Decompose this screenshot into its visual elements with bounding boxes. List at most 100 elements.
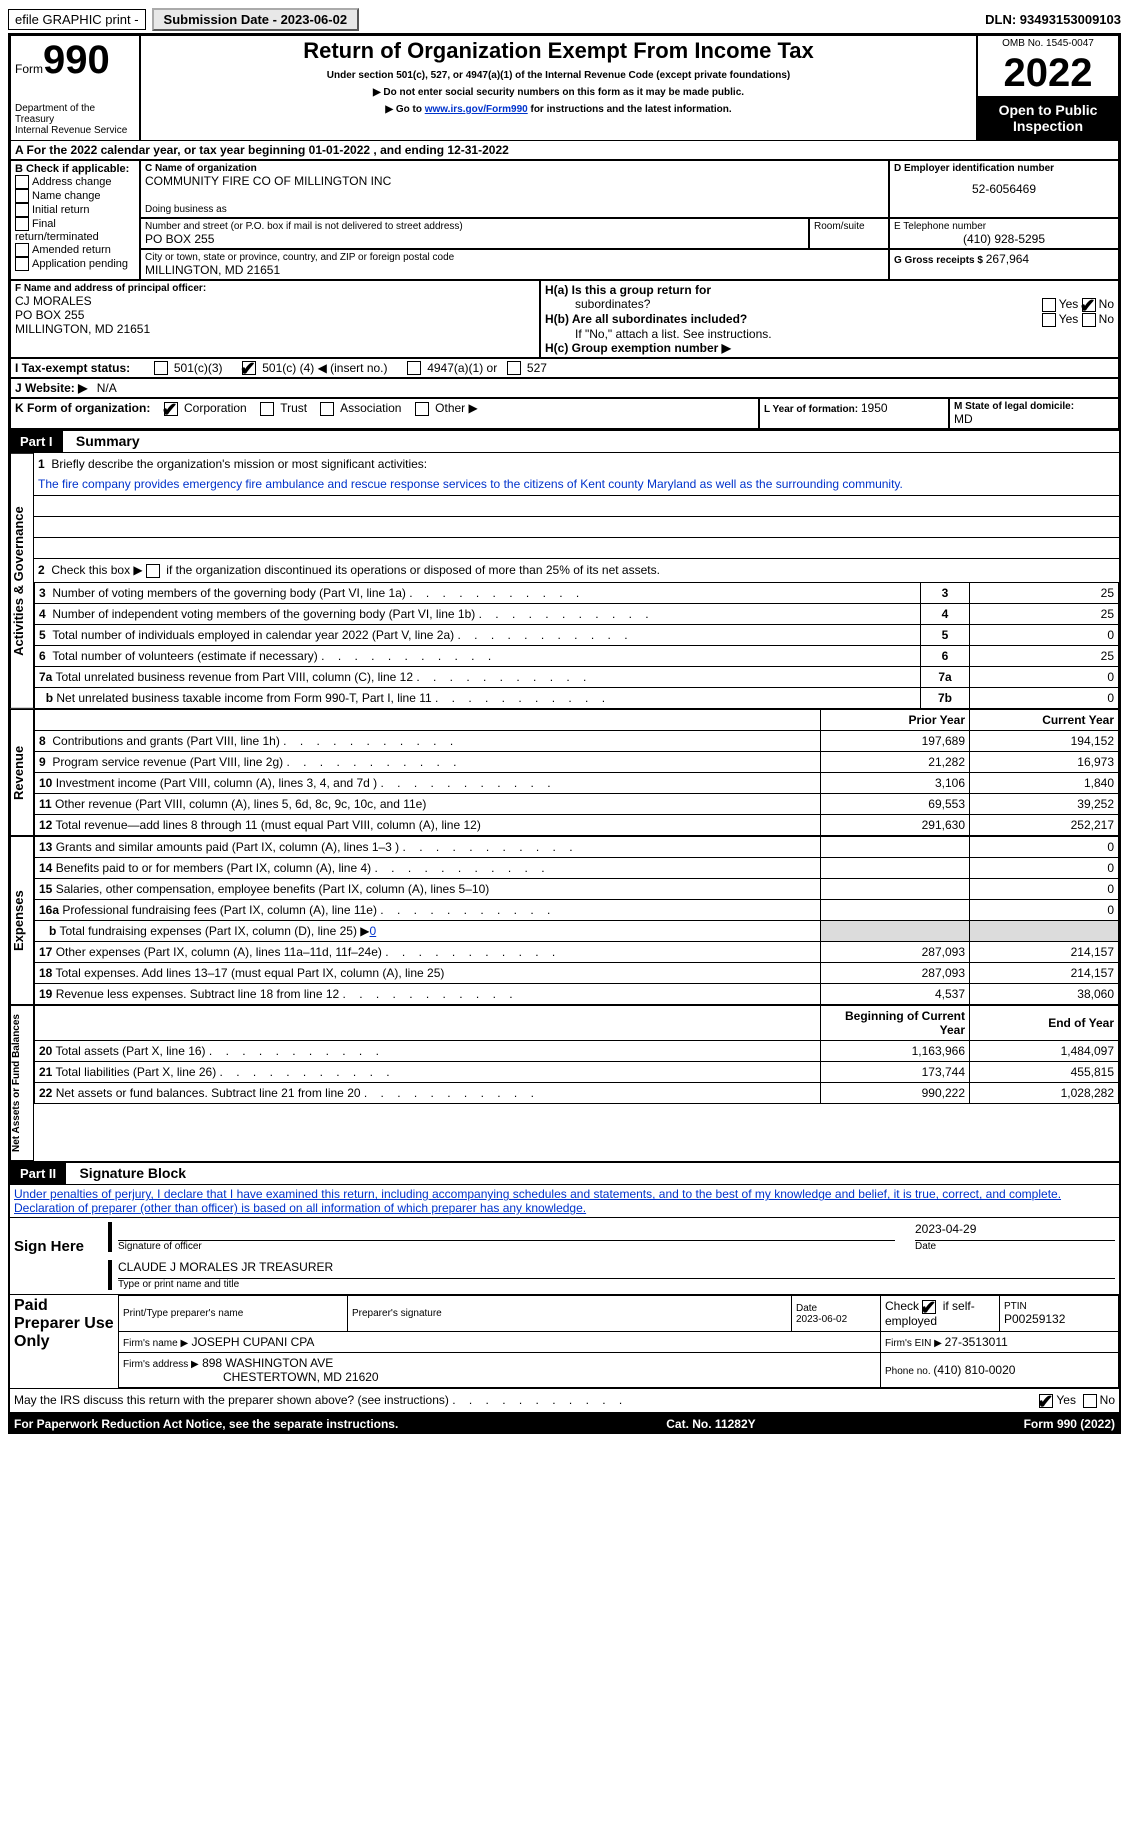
prep-date-label: Date	[796, 1303, 876, 1314]
org-name: COMMUNITY FIRE CO OF MILLINGTON INC	[145, 174, 884, 188]
q7a: Total unrelated business revenue from Pa…	[55, 670, 586, 684]
cb-self[interactable]	[922, 1300, 936, 1314]
j-label: J Website: ▶	[15, 381, 87, 395]
cb-final[interactable]	[15, 217, 29, 231]
cb-other[interactable]	[415, 402, 429, 416]
e16b-val[interactable]: 0	[370, 924, 377, 938]
firm-addr2: CHESTERTOWN, MD 21620	[223, 1370, 379, 1384]
i3: 4947(a)(1) or	[427, 361, 497, 375]
cb-pending[interactable]	[15, 257, 29, 271]
cb-discontinued[interactable]	[146, 564, 160, 578]
k1: Corporation	[184, 401, 247, 415]
no1: No	[1099, 297, 1114, 311]
firm-ein: 27-3513011	[945, 1335, 1008, 1349]
b6: Application pending	[32, 258, 128, 270]
v11c: 39,252	[970, 794, 1119, 815]
v17c: 214,157	[970, 942, 1119, 963]
firm-name: JOSEPH CUPANI CPA	[192, 1335, 315, 1349]
cb-501c3[interactable]	[154, 361, 168, 375]
hb1: H(b) Are all subordinates included?	[545, 312, 747, 327]
k-label: K Form of organization:	[15, 401, 150, 415]
vlabel-net: Net Assets or Fund Balances	[10, 1005, 34, 1161]
v14c: 0	[970, 858, 1119, 879]
g-label: G Gross receipts $	[894, 255, 986, 266]
v14p	[821, 858, 970, 879]
hc: H(c) Group exemption number ▶	[545, 341, 1114, 355]
vlabel-exp: Expenses	[10, 836, 34, 1005]
begin-hdr: Beginning of Current Year	[821, 1006, 970, 1041]
v13c: 0	[970, 837, 1119, 858]
v12p: 291,630	[821, 815, 970, 836]
dba-label: Doing business as	[145, 204, 884, 215]
f-addr1: PO BOX 255	[15, 308, 535, 322]
n22: Net assets or fund balances. Subtract li…	[56, 1086, 534, 1100]
cb-corp[interactable]	[164, 402, 178, 416]
vlabel-rev: Revenue	[10, 709, 34, 836]
ptin-label: PTIN	[1004, 1301, 1114, 1312]
e18: Total expenses. Add lines 13–17 (must eq…	[55, 966, 444, 980]
note2-pre: ▶ Go to	[385, 104, 424, 115]
current-hdr: Current Year	[970, 710, 1119, 731]
q7b: Net unrelated business taxable income fr…	[56, 691, 605, 705]
v11p: 69,553	[821, 794, 970, 815]
cb-discuss-no[interactable]	[1083, 1394, 1097, 1408]
b3: Initial return	[32, 204, 89, 216]
form-footer: Form 990 (2022)	[1024, 1417, 1115, 1431]
v19c: 38,060	[970, 984, 1119, 1005]
cb-initial[interactable]	[15, 203, 29, 217]
cb-trust[interactable]	[260, 402, 274, 416]
cb-amended[interactable]	[15, 243, 29, 257]
may-discuss: May the IRS discuss this return with the…	[14, 1393, 622, 1408]
cb-hb-no[interactable]	[1082, 313, 1096, 327]
mission: The fire company provides emergency fire…	[34, 475, 1119, 496]
part2-title: Signature Block	[79, 1165, 186, 1181]
cb-527[interactable]	[507, 361, 521, 375]
cb-4947[interactable]	[407, 361, 421, 375]
v20p: 1,163,966	[821, 1041, 970, 1062]
r8: Contributions and grants (Part VIII, lin…	[52, 734, 453, 748]
i2pre: 501(c) (	[262, 361, 303, 375]
cb-name[interactable]	[15, 189, 29, 203]
printed-name: CLAUDE J MORALES JR TREASURER	[118, 1260, 1115, 1279]
dept2: Internal Revenue Service	[15, 125, 135, 136]
v22c: 1,028,282	[970, 1083, 1119, 1104]
firm-name-label: Firm's name ▶	[123, 1338, 188, 1349]
v16ac: 0	[970, 900, 1119, 921]
form-title: Return of Organization Exempt From Incom…	[145, 38, 972, 64]
cb-assoc[interactable]	[320, 402, 334, 416]
end-hdr: End of Year	[970, 1006, 1119, 1041]
v10p: 3,106	[821, 773, 970, 794]
l-label: L Year of formation:	[764, 404, 861, 415]
prep-sig-label: Preparer's signature	[352, 1308, 787, 1319]
v4: 25	[970, 604, 1119, 625]
v9c: 16,973	[970, 752, 1119, 773]
mission-blank2	[34, 517, 1119, 538]
e16a: Professional fundraising fees (Part IX, …	[62, 903, 550, 917]
line-a: A For the 2022 calendar year, or tax yea…	[10, 141, 1119, 160]
submission-button[interactable]: Submission Date - 2023-06-02	[152, 8, 360, 31]
q5: Total number of individuals employed in …	[52, 628, 627, 642]
k2: Trust	[280, 401, 307, 415]
cb-501c[interactable]	[242, 361, 256, 375]
e17: Other expenses (Part IX, column (A), lin…	[56, 945, 556, 959]
i-label: I Tax-exempt status:	[15, 361, 130, 375]
note2-link[interactable]: www.irs.gov/Form990	[425, 104, 528, 115]
a-begin: 01-01-2022	[309, 143, 370, 157]
ptin: P00259132	[1004, 1312, 1114, 1326]
e16b: Total fundraising expenses (Part IX, col…	[59, 924, 369, 938]
v8c: 194,152	[970, 731, 1119, 752]
a-pre: A For the 2022 calendar year, or tax yea…	[15, 143, 309, 157]
v6: 25	[970, 646, 1119, 667]
mission-blank1	[34, 496, 1119, 517]
cb-ha-yes[interactable]	[1042, 298, 1056, 312]
r9: Program service revenue (Part VIII, line…	[52, 755, 456, 769]
cb-hb-yes[interactable]	[1042, 313, 1056, 327]
v5: 0	[970, 625, 1119, 646]
cb-ha-no[interactable]	[1082, 298, 1096, 312]
cb-discuss-yes[interactable]	[1039, 1394, 1053, 1408]
v17p: 287,093	[821, 942, 970, 963]
discuss-yes: Yes	[1056, 1393, 1076, 1407]
cb-address[interactable]	[15, 175, 29, 189]
declaration-link[interactable]: Under penalties of perjury, I declare th…	[14, 1187, 1061, 1215]
v19p: 4,537	[821, 984, 970, 1005]
